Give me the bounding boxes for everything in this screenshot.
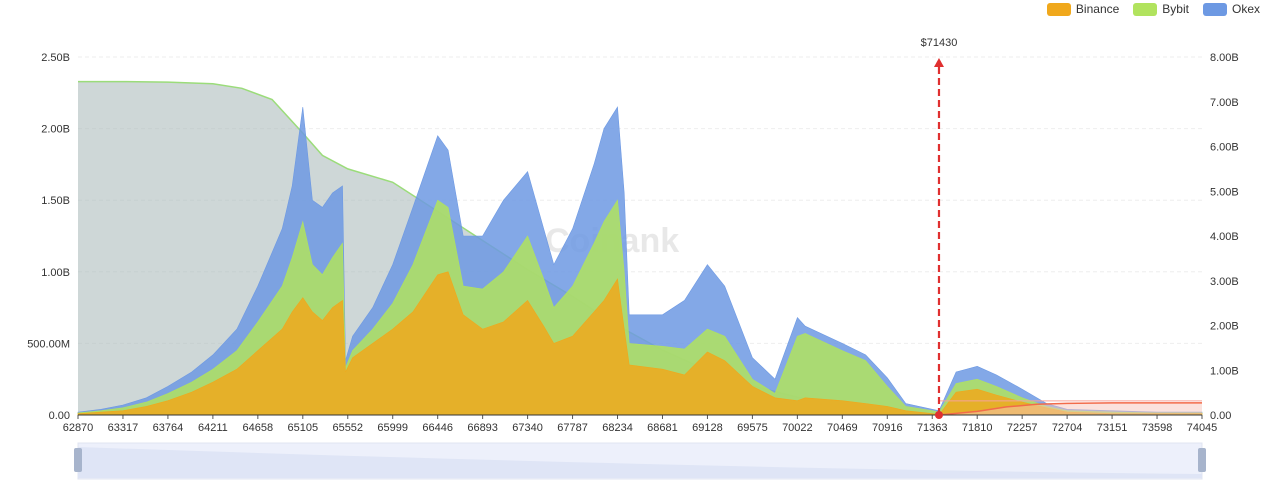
okex-area [77, 106, 1203, 416]
y-left-tick: 2.50B [41, 52, 70, 64]
x-tick-label: 73598 [1142, 422, 1173, 434]
legend-swatch-bybit [1133, 2, 1158, 16]
x-tick-label: 70916 [872, 422, 903, 434]
y-right-tick: 6.00B [1210, 142, 1239, 154]
x-tick-label: 65552 [332, 422, 363, 434]
x-tick-label: 72257 [1007, 422, 1038, 434]
x-tick-label: 64211 [198, 422, 228, 434]
zoom-slider[interactable] [74, 442, 1206, 480]
legend-label-binance: Binance [1075, 2, 1120, 16]
legend-item-binance[interactable]: Binance [1046, 2, 1120, 16]
legend-item-okex[interactable]: Okex [1202, 2, 1260, 16]
y-left-tick: 500.00M [27, 338, 70, 350]
legend-item-bybit[interactable]: Bybit [1133, 2, 1189, 16]
legend-label-okex: Okex [1231, 2, 1260, 16]
legend-swatch-binance [1046, 2, 1071, 16]
current-price-arrow [933, 58, 944, 67]
x-tick-label: 66893 [467, 422, 498, 434]
x-tick-label: 62870 [63, 422, 94, 434]
cumulative-long-area [938, 402, 1202, 415]
x-tick-label: 71810 [962, 422, 993, 434]
y-left-tick: 1.50B [41, 195, 70, 207]
y-right-tick: 0.00 [1210, 410, 1231, 422]
legend-label-bybit: Bybit [1162, 2, 1189, 16]
x-tick-label: 65105 [288, 422, 319, 434]
current-price-dot [934, 411, 943, 419]
y-left-tick: 2.00B [41, 124, 70, 136]
zoom-handle-left[interactable] [74, 448, 82, 472]
x-tick-label: 67787 [557, 422, 588, 434]
x-tick-label: 65999 [377, 422, 408, 434]
x-tick-label: 63764 [153, 422, 184, 434]
axes: 0.00 500.00M 1.00B 1.50B 2.00B 2.50B 0.00 1.00B… [27, 52, 1239, 434]
y-left-tick: 0.00 [49, 410, 70, 422]
x-tick-label: 64658 [243, 422, 274, 434]
series-layer [77, 80, 1203, 416]
x-tick-label: 66446 [422, 422, 453, 434]
y-left-tick: 1.00B [41, 267, 70, 279]
y-right-tick: 3.00B [1210, 276, 1239, 288]
x-tick-label: 63317 [108, 422, 139, 434]
y-right-tick: 5.00B [1210, 186, 1239, 198]
cumulative-long-line [938, 402, 1202, 416]
zoom-preview [78, 447, 1202, 478]
legend-swatch-okex [1202, 2, 1227, 16]
y-right-tick: 1.00B [1210, 365, 1239, 377]
x-tick-label: 74045 [1187, 422, 1218, 434]
y-right-tick: 4.00B [1210, 231, 1239, 243]
chart-legend: Binance Bybit Okex [1046, 2, 1260, 16]
y-right-tick: 8.00B [1210, 52, 1239, 64]
x-tick-label: 73151 [1097, 422, 1128, 434]
zoom-handle-right[interactable] [1198, 448, 1206, 472]
current-price-label: $71430 [921, 37, 958, 49]
x-tick-label: 68681 [647, 422, 678, 434]
x-tick-label: 67340 [512, 422, 543, 434]
x-tick-label: 70469 [827, 422, 858, 434]
y-right-tick: 2.00B [1210, 321, 1239, 333]
y-right-tick: 7.00B [1210, 97, 1239, 109]
x-tick-label: 69128 [692, 422, 723, 434]
x-tick-label: 72704 [1052, 422, 1083, 434]
binance-area [77, 271, 1203, 416]
x-tick-label: 70022 [782, 422, 813, 434]
x-tick-label: 69575 [737, 422, 768, 434]
x-tick-label: 71363 [917, 422, 948, 434]
x-tick-label: 68234 [602, 422, 633, 434]
current-price-marker: $71430 [921, 37, 958, 419]
